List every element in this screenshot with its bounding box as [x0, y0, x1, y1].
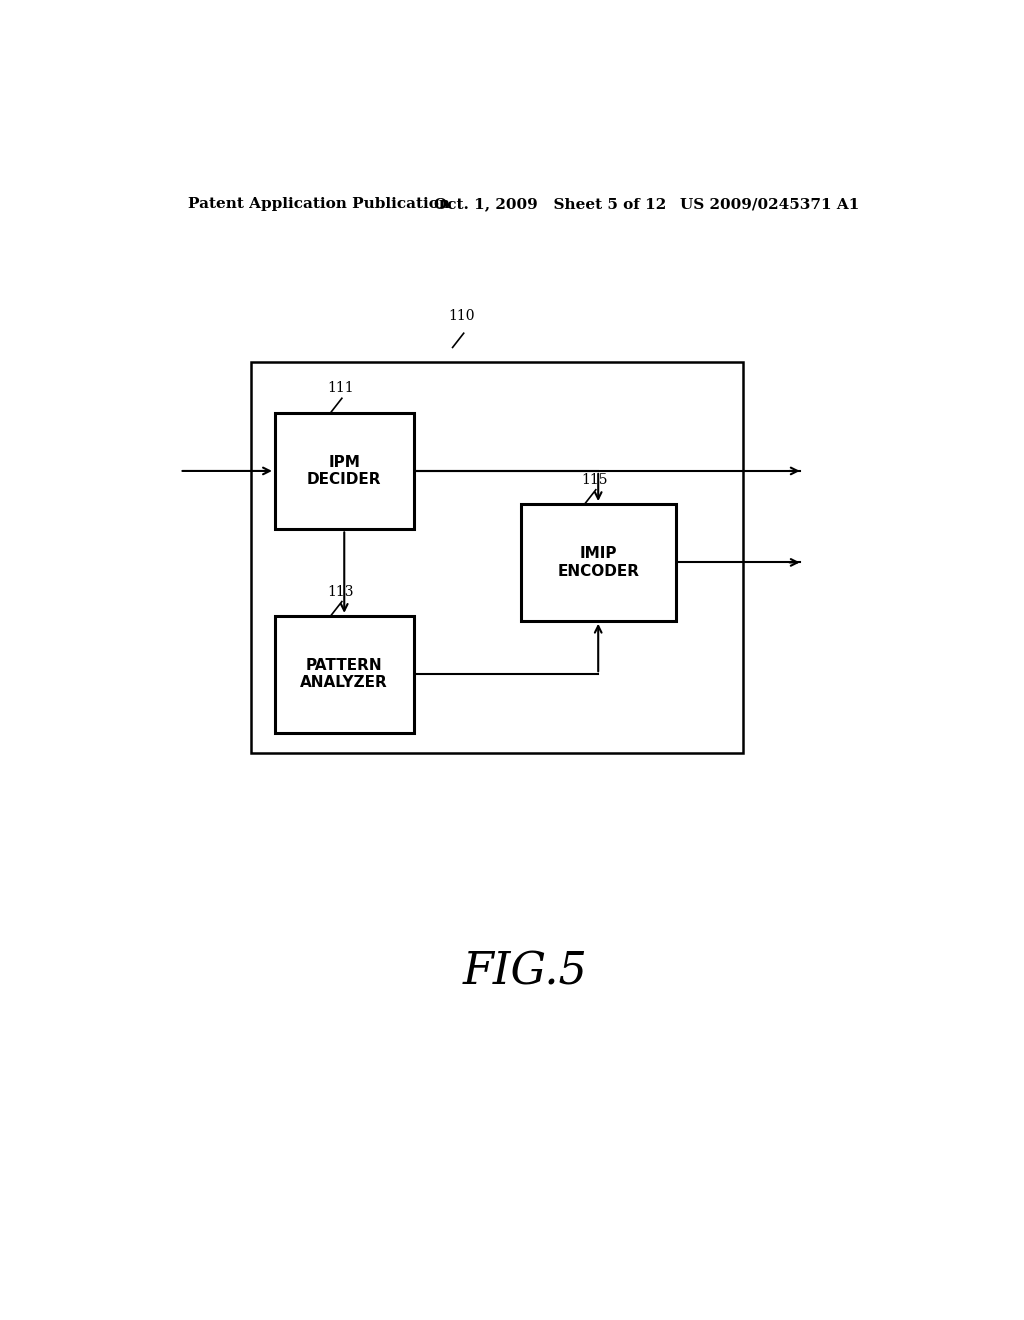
Text: FIG.5: FIG.5	[463, 950, 587, 993]
Text: Oct. 1, 2009   Sheet 5 of 12: Oct. 1, 2009 Sheet 5 of 12	[433, 197, 666, 211]
Bar	[274, 615, 414, 733]
Text: US 2009/0245371 A1: US 2009/0245371 A1	[680, 197, 859, 211]
Text: Patent Application Publication: Patent Application Publication	[187, 197, 450, 211]
Text: 113: 113	[327, 585, 353, 598]
Bar	[521, 504, 676, 620]
Text: IPM
DECIDER: IPM DECIDER	[307, 455, 382, 487]
Text: 111: 111	[327, 381, 353, 395]
Text: PATTERN
ANALYZER: PATTERN ANALYZER	[300, 659, 388, 690]
Text: 110: 110	[449, 309, 474, 323]
Text: 115: 115	[581, 473, 607, 487]
Bar	[251, 362, 743, 752]
Bar	[274, 413, 414, 529]
Text: IMIP
ENCODER: IMIP ENCODER	[557, 546, 639, 578]
